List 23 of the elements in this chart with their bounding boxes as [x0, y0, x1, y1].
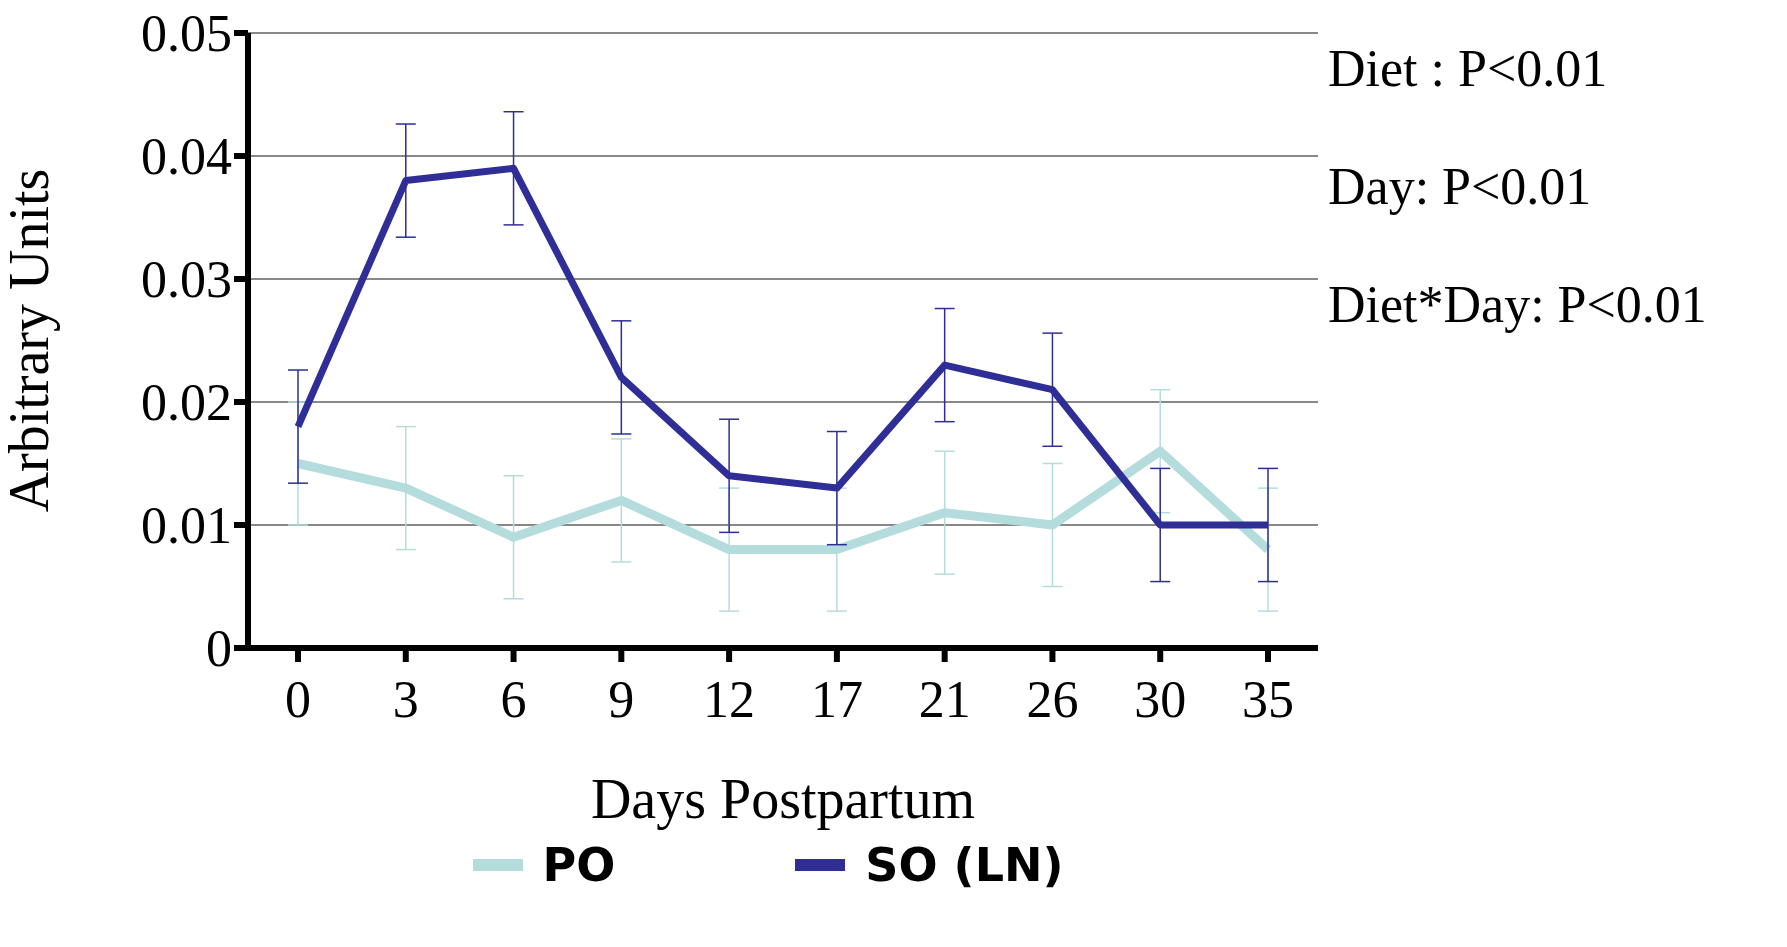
y-tick-label: 0.04 — [141, 128, 232, 186]
x-tick-label: 21 — [918, 670, 971, 728]
x-tick-label: 0 — [285, 670, 311, 728]
text: Diet*Day: P<0.01 — [1328, 275, 1707, 335]
text: Diet : P<0.01 — [1328, 39, 1609, 99]
x-tick-label: 26 — [1026, 670, 1079, 728]
legend-label: PO — [542, 838, 616, 892]
x-tick-label: 35 — [1242, 670, 1294, 728]
x-tick-label: 3 — [392, 670, 419, 728]
y-tick-label: 0.03 — [141, 251, 232, 309]
x-tick-label: 17 — [810, 670, 863, 728]
y-tick-label: 0.01 — [141, 497, 232, 555]
legend-label: SO (LN) — [865, 838, 1064, 892]
y-axis-title: Arbitrary Units — [0, 168, 60, 513]
text: Day: P<0.01 — [1328, 157, 1593, 217]
x-axis-title: Days Postpartum — [590, 768, 976, 830]
y-tick-label: 0 — [206, 620, 232, 678]
x-tick-label: 9 — [608, 670, 635, 728]
x-tick-label: 12 — [703, 670, 756, 728]
y-tick-label: 0.02 — [141, 374, 232, 432]
x-tick-label: 30 — [1134, 670, 1187, 728]
y-tick-label: 0.05 — [141, 5, 232, 63]
x-tick-label: 6 — [500, 670, 527, 728]
